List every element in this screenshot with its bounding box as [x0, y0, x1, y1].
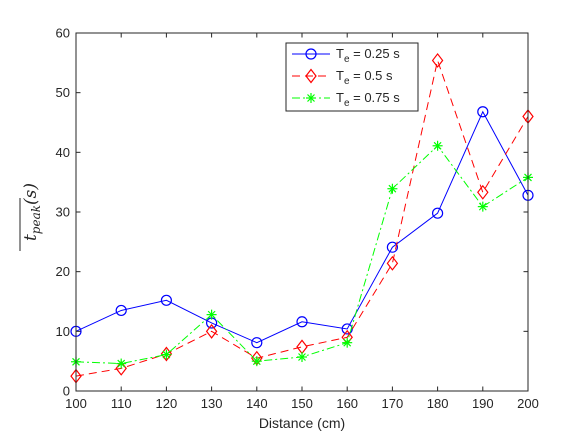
data-point [386, 241, 398, 253]
data-point [387, 183, 398, 194]
x-tick-label: 110 [111, 396, 132, 411]
data-point [296, 316, 308, 328]
series-line [75, 110, 529, 344]
x-axis-label: Distance (cm) [259, 415, 345, 431]
legend-label: Te = 0.5 s [336, 68, 393, 87]
y-axis-label-sub: peak [29, 205, 43, 234]
legend-label: Te = 0.25 s [336, 46, 400, 65]
x-tick-label: 120 [156, 396, 178, 411]
x-tick-label: 190 [472, 396, 494, 411]
data-point [251, 337, 263, 349]
legend-marker [305, 68, 317, 84]
y-tick-label: 0 [63, 384, 70, 399]
x-tick-label: 140 [246, 396, 268, 411]
data-point [116, 358, 127, 369]
x-tick-label: 130 [201, 396, 223, 411]
y-tick-label: 30 [56, 205, 70, 220]
y-tick-label: 60 [56, 26, 70, 41]
data-point [297, 351, 307, 362]
y-tick-label: 50 [56, 85, 70, 100]
y-axis-label-base: t [21, 234, 41, 241]
legend-marker [305, 48, 317, 60]
y-axis-label: tpeak(s) [19, 183, 43, 251]
series-layer [70, 52, 534, 384]
axes-box [75, 32, 529, 392]
legend-marker [306, 93, 316, 103]
data-point [160, 294, 172, 306]
x-tick-label: 160 [336, 396, 358, 411]
x-tick-label: 100 [65, 396, 87, 411]
data-point [431, 52, 444, 68]
x-tick-label: 150 [291, 396, 313, 411]
data-point [477, 201, 488, 212]
data-point [161, 349, 172, 360]
legend-item: Te = 0.5 s [292, 68, 393, 87]
data-point [432, 140, 443, 151]
series-3 [71, 140, 533, 369]
x-tick-label: 200 [517, 396, 539, 411]
ticks-layer: 100 110 120 130 140 150 160 170 180 190 200 0 10 20 30… [56, 26, 539, 412]
data-point [342, 337, 353, 348]
y-tick-label: 20 [56, 264, 70, 279]
y-tick-label: 40 [56, 145, 70, 160]
svg-text:tpeak(s): tpeak(s) [21, 183, 43, 241]
data-point [251, 356, 262, 367]
legend: Te = 0.25 s Te = 0.5 s Te = 0.75 s [285, 42, 419, 112]
x-tick-label: 180 [427, 396, 449, 411]
x-tick-label: 170 [382, 396, 404, 411]
legend-item: Te = 0.75 s [292, 90, 400, 109]
data-point [432, 207, 444, 219]
data-point [206, 309, 217, 320]
data-point [477, 106, 489, 118]
data-point [341, 323, 353, 335]
y-axis-label-arg: (s) [21, 183, 41, 205]
data-point [386, 255, 399, 271]
data-point [115, 304, 127, 317]
legend-item: Te = 0.25 s [292, 46, 400, 65]
series-line [75, 58, 529, 377]
data-point [477, 184, 489, 200]
data-point [205, 323, 218, 339]
y-tick-label: 10 [56, 324, 70, 339]
legend-label: Te = 0.75 s [336, 90, 400, 109]
